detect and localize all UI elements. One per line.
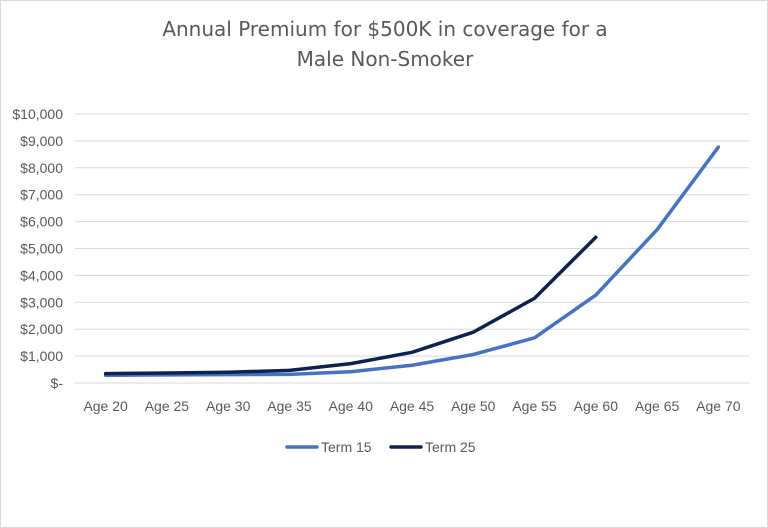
chart-title: Annual Premium for $500K in coverage for… <box>162 17 607 71</box>
y-tick-label: $10,000 <box>12 106 63 122</box>
y-tick-label: $3,000 <box>20 294 63 310</box>
legend-label: Term 25 <box>425 439 476 455</box>
x-tick-label: Age 50 <box>451 398 496 414</box>
series-line-term-15 <box>103 145 721 377</box>
legend: Term 15 Term 25 <box>285 439 476 455</box>
y-tick-label: $5,000 <box>20 241 63 257</box>
y-tick-label: $- <box>51 375 64 391</box>
y-axis-tick-labels: $- $1,000 $2,000 $3,000 $4,000 $5,000 $6,000 $7… <box>12 106 63 391</box>
x-tick-label: Age 40 <box>329 398 374 414</box>
y-tick-label: $1,000 <box>20 348 63 364</box>
x-tick-label: Age 25 <box>145 398 190 414</box>
x-tick-label: Age 65 <box>635 398 680 414</box>
x-tick-label: Age 20 <box>83 398 128 414</box>
y-tick-label: $8,000 <box>20 160 63 176</box>
y-tick-label: $6,000 <box>20 214 63 230</box>
chart-title-line-2: Male Non-Smoker <box>297 47 474 71</box>
x-axis-tick-labels: Age 20 Age 25 Age 30 Age 35 Age 40 Age 45 Age … <box>83 398 740 414</box>
series-line-term-25 <box>103 235 598 376</box>
y-tick-label: $9,000 <box>20 133 63 149</box>
y-tick-label: $4,000 <box>20 267 63 283</box>
x-tick-label: Age 55 <box>512 398 557 414</box>
x-tick-label: Age 45 <box>390 398 435 414</box>
legend-label: Term 15 <box>321 439 372 455</box>
gridlines <box>75 113 749 384</box>
chart-title-line-1: Annual Premium for $500K in coverage for… <box>162 17 607 41</box>
x-tick-label: Age 35 <box>267 398 312 414</box>
series-lines <box>103 145 721 377</box>
x-tick-label: Age 30 <box>206 398 251 414</box>
x-tick-label: Age 60 <box>574 398 619 414</box>
y-tick-label: $2,000 <box>20 321 63 337</box>
x-tick-label: Age 70 <box>696 398 741 414</box>
y-tick-label: $7,000 <box>20 187 63 203</box>
